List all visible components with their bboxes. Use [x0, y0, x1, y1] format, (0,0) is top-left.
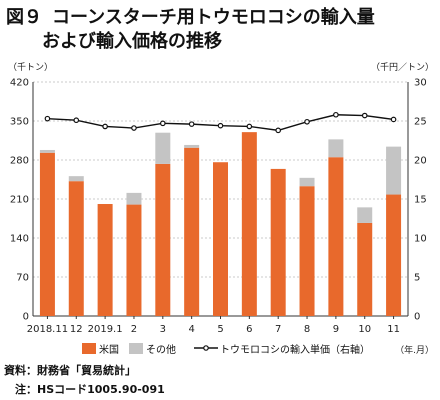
bar-other: [68, 176, 84, 182]
right-tick-label: 10: [414, 234, 427, 245]
legend-label-price: トウモロコシの輸入単価（右軸）: [220, 343, 370, 356]
bar-us: [97, 204, 113, 316]
bar-us: [126, 204, 142, 316]
x-tick-label: 5: [217, 324, 223, 335]
bar-us: [39, 152, 55, 316]
left-tick-label: 70: [16, 273, 29, 284]
price-point: [73, 117, 80, 124]
x-tick-label: 7: [275, 324, 281, 335]
legend-label-other: その他: [146, 343, 176, 356]
legend-label-us: 米国: [99, 343, 119, 356]
x-tick-label: 2018.11: [27, 324, 68, 335]
left-tick-label: 420: [10, 78, 29, 89]
price-point: [217, 122, 224, 129]
x-tick-label: 11: [387, 324, 400, 335]
bar-us: [386, 194, 402, 316]
right-tick-label: 20: [414, 156, 427, 167]
bar-other: [126, 192, 142, 205]
bar-other: [155, 132, 171, 164]
bar-other: [386, 146, 402, 195]
x-tick-label: 9: [333, 324, 339, 335]
title-line-2: および輸入価格の推移: [42, 31, 222, 52]
bar-us: [299, 186, 315, 316]
price-point: [361, 112, 368, 119]
left-tick-label: 140: [10, 234, 29, 245]
x-tick-label: 2: [131, 324, 137, 335]
x-tick-label: 4: [188, 324, 194, 335]
price-point: [44, 115, 51, 122]
x-tick-label: 10: [358, 324, 371, 335]
bar-other: [39, 149, 55, 153]
x-tick-label: 2019.1: [88, 324, 123, 335]
right-tick-label: 25: [414, 117, 427, 128]
right-tick-label: 30: [414, 78, 427, 89]
right-tick-label: 15: [414, 195, 427, 206]
x-tick-label: 3: [160, 324, 166, 335]
chart-title: 図９ コーンスターチ用トウモロコシの輸入量 および輸入価格の推移: [6, 6, 436, 54]
right-tick-label: 0: [414, 312, 420, 323]
bar-us: [241, 132, 257, 316]
bar-us: [155, 163, 171, 316]
bar-us: [357, 222, 373, 316]
x-tick-label: 12: [70, 324, 83, 335]
price-point: [160, 120, 166, 127]
right-tick-label: 5: [414, 273, 420, 284]
bar-other: [184, 144, 200, 148]
price-point: [188, 121, 195, 127]
source-note: 資料：財務省「貿易統計」: [4, 364, 136, 377]
x-tick-label: 6: [246, 324, 252, 335]
x-axis-unit: （年.月）: [395, 344, 434, 356]
price-point: [304, 118, 310, 125]
left-tick-label: 280: [10, 156, 29, 167]
legend-marker-price: [203, 345, 209, 351]
figure-label: 図９: [6, 7, 42, 28]
price-point: [333, 111, 339, 118]
bar-us: [184, 147, 200, 316]
x-tick-label: 8: [304, 324, 310, 335]
left-tick-label: 0: [23, 312, 29, 323]
hs-code-note: 注：HSコード1005.90-091: [4, 383, 165, 396]
bar-us: [328, 157, 344, 316]
left-tick-label: 350: [10, 117, 29, 128]
right-axis-unit: （千円／トン）: [371, 62, 434, 73]
bar-other: [299, 177, 315, 187]
legend-swatch-other: [129, 343, 143, 354]
bar-us: [68, 181, 84, 316]
title-text-1: コーンスターチ用トウモロコシの輸入量: [52, 7, 375, 28]
bar-us: [270, 168, 286, 316]
bar-other: [328, 139, 344, 158]
price-point: [275, 127, 281, 134]
bar-us: [213, 162, 228, 316]
price-point: [390, 116, 397, 123]
left-tick-label: 210: [10, 195, 29, 206]
legend-swatch-us: [82, 343, 96, 354]
bar-other: [357, 207, 373, 223]
price-point: [102, 123, 108, 130]
price-point: [131, 125, 137, 131]
left-axis-unit: （千トン）: [8, 62, 53, 73]
price-point: [246, 123, 253, 130]
title-line-1: 図９ コーンスターチ用トウモロコシの輸入量: [6, 6, 436, 30]
